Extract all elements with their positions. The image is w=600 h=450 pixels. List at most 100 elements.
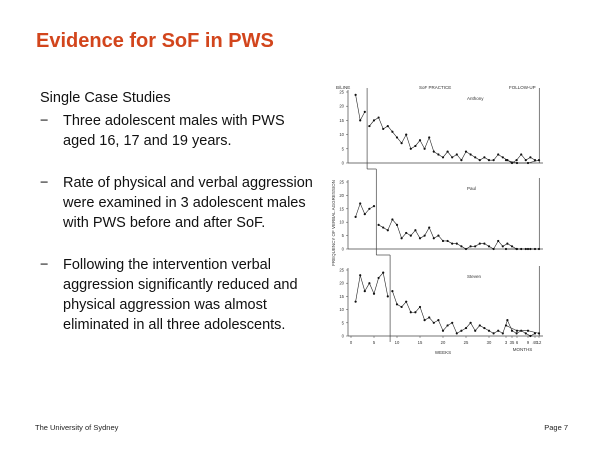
data-point — [423, 234, 426, 237]
phase-label-baseline: B/LINE — [336, 85, 350, 90]
x-tick-label-week: 25 — [464, 340, 469, 345]
data-point — [414, 144, 417, 148]
data-point — [446, 239, 449, 243]
data-point — [395, 136, 399, 139]
data-point — [487, 329, 491, 332]
data-point — [377, 223, 380, 226]
data-point — [414, 229, 417, 232]
data-point — [529, 156, 532, 159]
y-tick-label: 0 — [342, 247, 345, 252]
data-point — [455, 153, 458, 156]
data-point — [524, 332, 527, 335]
bullet-text: Following the intervention verbal aggres… — [63, 257, 298, 333]
followup-data-point — [515, 329, 519, 332]
y-tick-label: 25 — [339, 180, 344, 185]
data-point — [400, 305, 403, 309]
followup-series-line — [505, 159, 540, 164]
data-point — [377, 116, 380, 119]
data-point — [446, 150, 449, 153]
data-point — [395, 303, 399, 306]
data-point — [363, 290, 366, 293]
followup-data-point — [504, 324, 508, 327]
data-point — [418, 139, 422, 142]
followup-data-point — [526, 161, 530, 165]
data-point — [483, 326, 486, 330]
data-point — [529, 334, 532, 338]
y-tick-label: 15 — [339, 206, 344, 211]
x-tick-label-week: 20 — [441, 340, 446, 345]
data-point — [386, 229, 389, 232]
data-point — [359, 274, 362, 277]
x-axis-title-weeks: WEEKS — [435, 350, 451, 355]
x-tick-label-month: 12 — [537, 340, 542, 345]
data-point — [492, 332, 495, 335]
followup-data-point — [515, 247, 519, 251]
y-tick-label: 5 — [342, 146, 345, 151]
data-point — [382, 226, 385, 229]
data-point — [382, 127, 385, 131]
bullet-marker: − — [40, 113, 49, 129]
data-point — [533, 159, 537, 162]
y-tick-label: 5 — [342, 320, 345, 325]
x-tick-label-week: 15 — [418, 340, 423, 345]
bullet-text: Rate of physical and verbal aggression w… — [63, 175, 313, 231]
data-point — [391, 130, 394, 133]
y-tick-label: 10 — [339, 132, 344, 137]
y-tick-label: 15 — [339, 118, 344, 123]
y-tick-label: 25 — [339, 268, 344, 273]
data-point — [405, 133, 408, 136]
followup-data-point — [515, 161, 519, 165]
data-point — [418, 305, 422, 309]
data-point — [464, 247, 468, 251]
followup-data-point — [537, 332, 541, 335]
data-point — [428, 226, 431, 229]
data-point — [395, 223, 399, 226]
followup-data-point — [526, 329, 530, 332]
data-point — [469, 321, 472, 324]
data-point — [405, 231, 408, 235]
participant-name: Anthony — [467, 96, 484, 101]
data-point — [474, 329, 477, 332]
data-point — [510, 161, 514, 165]
data-point — [372, 205, 376, 208]
data-point — [391, 218, 394, 221]
bullet-item: − Rate of physical and verbal aggression… — [40, 173, 320, 233]
data-point — [400, 237, 403, 240]
data-point — [483, 156, 486, 159]
data-point — [428, 316, 431, 319]
data-point — [437, 234, 440, 237]
data-point — [363, 110, 366, 113]
data-point — [497, 329, 500, 332]
data-point — [533, 247, 537, 251]
data-point — [469, 153, 472, 156]
y-tick-label: 20 — [339, 281, 344, 286]
subheading: Single Case Studies — [40, 90, 171, 106]
data-point — [451, 321, 454, 324]
data-point — [501, 332, 504, 335]
data-point — [451, 156, 454, 159]
data-point — [501, 245, 504, 248]
x-tick-label-week: 35 — [510, 340, 515, 345]
x-tick-label-week: 5 — [373, 340, 376, 345]
data-point — [409, 311, 412, 314]
data-point — [510, 245, 514, 248]
data-point — [483, 242, 486, 245]
data-point — [520, 329, 523, 332]
data-point — [529, 247, 532, 251]
followup-data-point — [504, 247, 508, 251]
data-point — [437, 153, 440, 156]
data-point — [469, 245, 472, 248]
x-tick-label-month: 9 — [527, 340, 530, 345]
data-point — [359, 119, 362, 122]
data-point — [432, 321, 435, 324]
data-point — [478, 324, 481, 327]
phase-label-followup: FOLLOW-UP — [509, 85, 536, 90]
participant-name: Paul — [467, 186, 476, 191]
x-tick-label-week: 0 — [350, 340, 353, 345]
data-point — [497, 239, 500, 243]
data-point — [423, 319, 426, 322]
intervention-series-line — [369, 117, 536, 164]
data-point — [368, 124, 371, 128]
y-tick-label: 0 — [342, 161, 345, 166]
data-point — [391, 290, 394, 293]
